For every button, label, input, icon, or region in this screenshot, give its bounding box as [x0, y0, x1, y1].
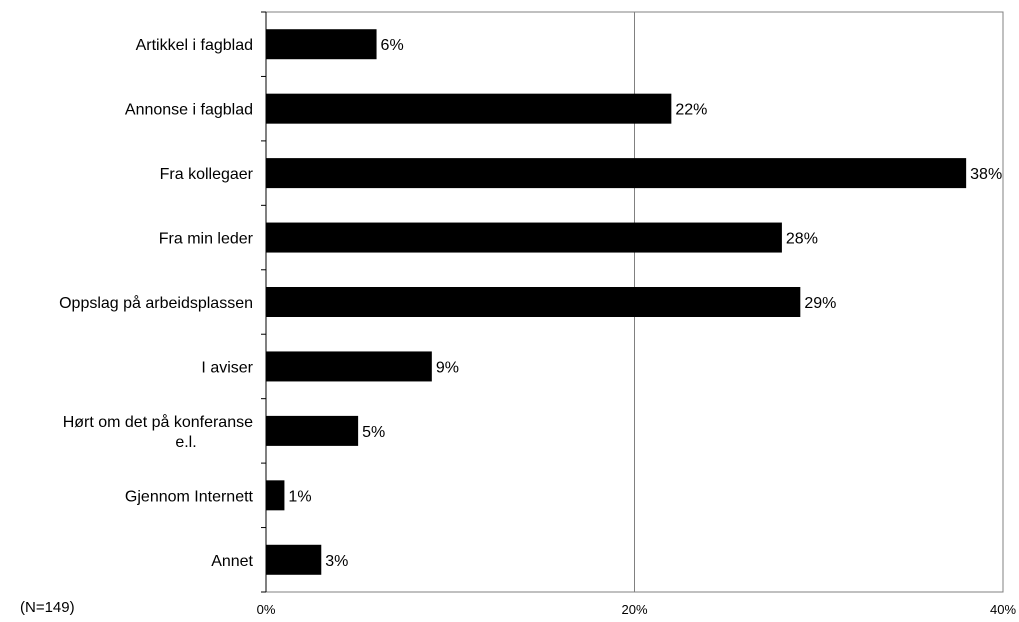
data-label-6: 5% — [362, 424, 385, 441]
category-label-7: Gjennom Internett — [125, 488, 254, 505]
category-label-2: Fra kollegaer — [160, 166, 254, 183]
x-tick-label-2: 40% — [990, 602, 1016, 617]
data-label-7: 1% — [288, 488, 311, 505]
bar-7 — [266, 480, 285, 511]
data-label-0: 6% — [381, 37, 404, 54]
category-label-0: Artikkel i fagblad — [136, 37, 253, 54]
category-label-8: Annet — [211, 553, 253, 570]
bar-0 — [266, 29, 377, 60]
sample-size-note: (N=149) — [20, 599, 75, 616]
category-label-6: Hørt om det på konferanse e.l. — [63, 413, 253, 451]
data-label-2: 38% — [970, 166, 1002, 183]
category-label-5: I aviser — [201, 359, 253, 376]
bar-1 — [266, 93, 672, 124]
category-label-3: Fra min leder — [159, 231, 254, 248]
category-label-1: Annonse i fagblad — [125, 102, 253, 119]
data-label-8: 3% — [325, 553, 348, 570]
x-tick-label-1: 20% — [621, 602, 647, 617]
bar-2 — [266, 158, 967, 189]
data-label-4: 29% — [804, 295, 836, 312]
bar-5 — [266, 351, 432, 382]
x-tick-label-0: 0% — [257, 602, 276, 617]
data-label-3: 28% — [786, 231, 818, 248]
bar-8 — [266, 544, 322, 575]
bar-4 — [266, 287, 801, 317]
bar-6 — [266, 415, 359, 446]
data-label-1: 22% — [675, 102, 707, 119]
bar-3 — [266, 222, 782, 253]
category-label-4: Oppslag på arbeidsplassen — [59, 294, 253, 312]
data-label-5: 9% — [436, 359, 459, 376]
